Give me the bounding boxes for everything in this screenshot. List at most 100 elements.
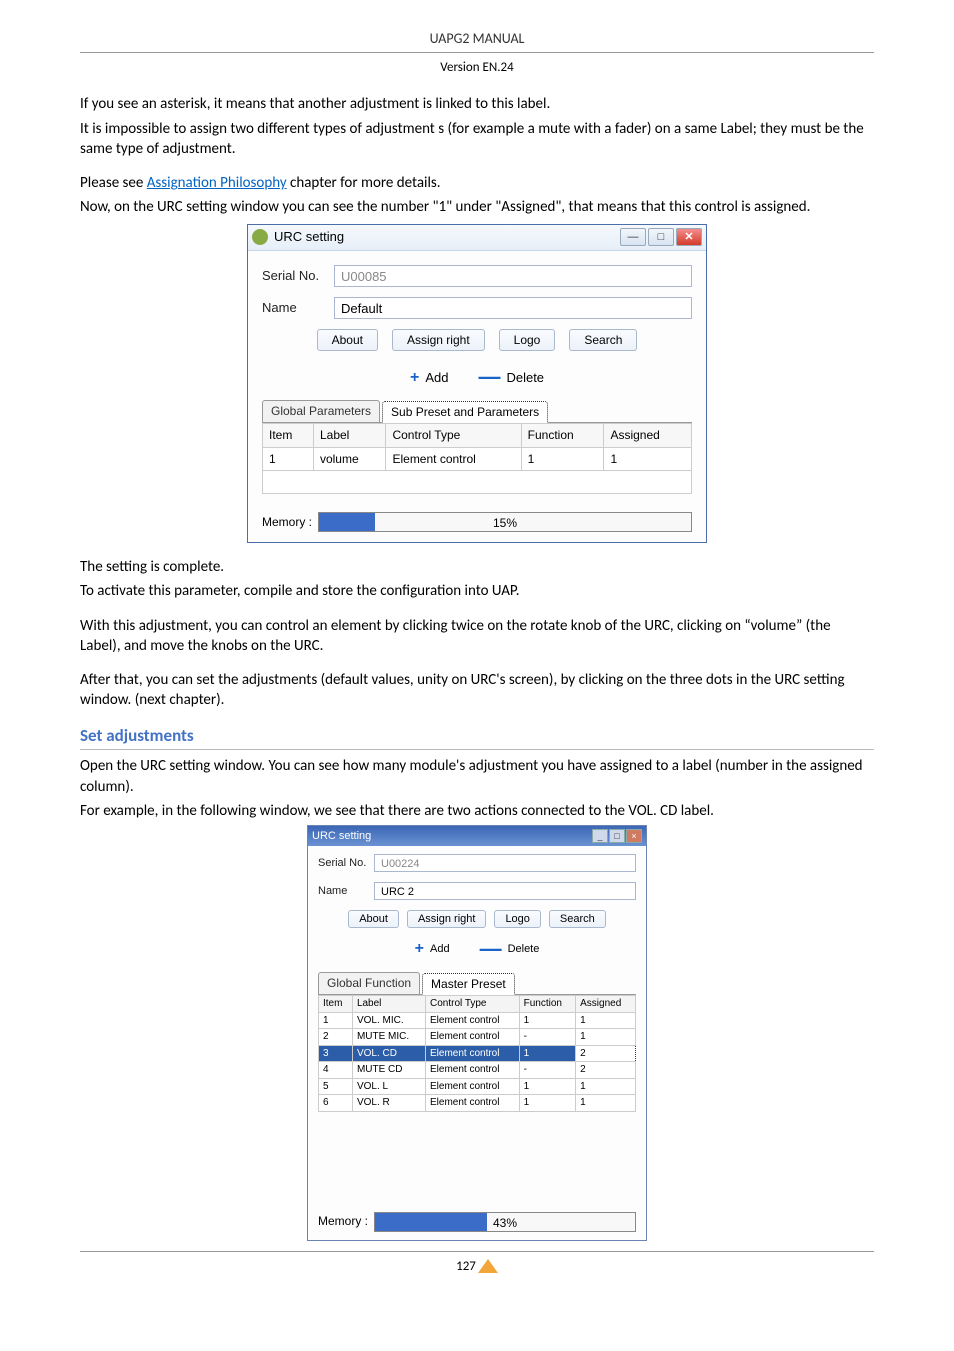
window-title: URC setting (274, 228, 620, 246)
assignation-philosophy-link[interactable]: Assignation Philosophy (147, 174, 287, 192)
delete-button[interactable]: — Delete (480, 938, 540, 960)
cell-item: 5 (319, 1078, 353, 1095)
cell-item: 1 (319, 1012, 353, 1029)
cell-control-type: Element control (425, 1029, 519, 1046)
text-fragment: chapter for more details. (287, 174, 441, 192)
window-titlebar: URC setting _ □ × (308, 826, 646, 846)
assign-right-button[interactable]: Assign right (407, 910, 486, 928)
close-button[interactable]: × (626, 829, 642, 843)
urc-setting-window-2: URC setting _ □ × Serial No. U00224 Name… (307, 825, 647, 1240)
cell-assigned: 1 (576, 1029, 636, 1046)
table-row[interactable]: 6VOL. RElement control11 (319, 1095, 636, 1112)
delete-label: Delete (506, 369, 544, 387)
cell-function: - (519, 1062, 576, 1079)
cell-control-type: Element control (425, 1012, 519, 1029)
cell-function: 1 (519, 1095, 576, 1112)
delete-label: Delete (508, 942, 540, 957)
table-row[interactable]: 4MUTE CDElement control-2 (319, 1062, 636, 1079)
version-line: Version EN.24 (80, 59, 874, 77)
about-button[interactable]: About (317, 329, 378, 351)
tab-global-function[interactable]: Global Function (318, 972, 420, 994)
name-field[interactable]: Default (334, 297, 692, 319)
minimize-button[interactable]: — (620, 228, 646, 246)
logo-button[interactable]: Logo (494, 910, 540, 928)
cell-control-type: Element control (425, 1062, 519, 1079)
memory-bar: 43% (374, 1212, 636, 1232)
cell-assigned: 2 (576, 1045, 636, 1062)
minimize-button[interactable]: _ (592, 829, 608, 843)
cell-function: 1 (519, 1012, 576, 1029)
table-row-empty (263, 470, 692, 493)
window-icon (252, 229, 268, 245)
tab-sub-preset[interactable]: Sub Preset and Parameters (382, 401, 548, 423)
cell-assigned: 1 (576, 1012, 636, 1029)
col-assigned: Assigned (604, 424, 692, 447)
cell-item: 6 (319, 1095, 353, 1112)
cell-function: 1 (521, 447, 604, 470)
search-button[interactable]: Search (549, 910, 606, 928)
col-item: Item (319, 996, 353, 1013)
table-row[interactable]: 3VOL. CDElement control12 (319, 1045, 636, 1062)
memory-bar: 15% (318, 512, 692, 532)
cell-label: volume (313, 447, 386, 470)
col-control-type: Control Type (386, 424, 521, 447)
page-footer: 127 (80, 1251, 874, 1276)
close-button[interactable]: ✕ (676, 228, 702, 246)
memory-label: Memory : (318, 1213, 368, 1229)
body-text: The setting is complete. (80, 557, 874, 577)
body-text: Now, on the URC setting window you can s… (80, 197, 874, 217)
col-assigned: Assigned (576, 996, 636, 1013)
section-set-adjustments: Set adjustments (80, 725, 874, 748)
col-label: Label (352, 996, 425, 1013)
add-button[interactable]: +Add (415, 938, 450, 960)
cell-function: 1 (519, 1078, 576, 1095)
body-text: Open the URC setting window. You can see… (80, 756, 874, 797)
window-title: URC setting (312, 829, 371, 844)
table-row[interactable]: 5VOL. LElement control11 (319, 1078, 636, 1095)
body-text: For example, in the following window, we… (80, 801, 874, 821)
col-control-type: Control Type (425, 996, 519, 1013)
name-label: Name (318, 884, 374, 899)
col-item: Item (263, 424, 314, 447)
memory-label: Memory : (262, 514, 312, 530)
cell-function: 1 (519, 1045, 576, 1062)
name-field[interactable]: URC 2 (374, 882, 636, 900)
search-button[interactable]: Search (569, 329, 637, 351)
add-label: Add (430, 942, 450, 957)
serial-no-field[interactable]: U00224 (374, 854, 636, 872)
minus-icon: — (478, 372, 500, 382)
cell-label: MUTE MIC. (352, 1029, 425, 1046)
cell-assigned: 1 (604, 447, 692, 470)
add-label: Add (425, 369, 448, 387)
body-text: Please see Assignation Philosophy chapte… (80, 173, 874, 193)
cell-control-type: Element control (425, 1045, 519, 1062)
assign-right-button[interactable]: Assign right (392, 329, 485, 351)
table-row[interactable]: 1 volume Element control 1 1 (263, 447, 692, 470)
memory-percent: 15% (319, 513, 691, 533)
add-button[interactable]: +Add (410, 367, 448, 389)
body-text: To activate this parameter, compile and … (80, 581, 874, 601)
tab-global-parameters[interactable]: Global Parameters (262, 400, 380, 422)
cell-label: VOL. CD (352, 1045, 425, 1062)
serial-no-field[interactable]: U00085 (334, 265, 692, 287)
cell-item: 3 (319, 1045, 353, 1062)
col-function: Function (519, 996, 576, 1013)
body-text: After that, you can set the adjustments … (80, 670, 874, 711)
about-button[interactable]: About (348, 910, 399, 928)
cell-assigned: 1 (576, 1095, 636, 1112)
maximize-button[interactable]: □ (609, 829, 625, 843)
maximize-button[interactable]: □ (648, 228, 674, 246)
serial-no-label: Serial No. (318, 856, 374, 871)
minus-icon: — (480, 944, 502, 954)
cell-item: 2 (319, 1029, 353, 1046)
body-text: With this adjustment, you can control an… (80, 616, 874, 657)
parameter-table: Item Label Control Type Function Assigne… (318, 995, 636, 1112)
logo-button[interactable]: Logo (499, 329, 556, 351)
table-row[interactable]: 2MUTE MIC.Element control-1 (319, 1029, 636, 1046)
delete-button[interactable]: — Delete (478, 367, 544, 389)
body-text: If you see an asterisk, it means that an… (80, 94, 874, 114)
cell-label: VOL. R (352, 1095, 425, 1112)
cell-control-type: Element control (425, 1095, 519, 1112)
tab-master-preset[interactable]: Master Preset (422, 973, 515, 995)
table-row[interactable]: 1VOL. MIC.Element control11 (319, 1012, 636, 1029)
